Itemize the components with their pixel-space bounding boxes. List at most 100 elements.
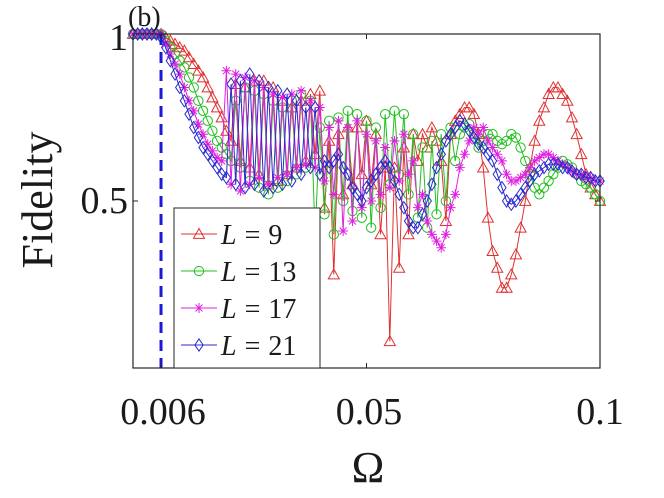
data-point bbox=[322, 134, 336, 146]
data-point bbox=[496, 155, 507, 166]
data-point bbox=[515, 187, 526, 202]
data-point bbox=[202, 147, 213, 162]
data-point bbox=[160, 39, 171, 49]
data-point bbox=[450, 120, 460, 135]
data-point bbox=[459, 149, 470, 160]
data-point bbox=[272, 172, 283, 183]
data-point bbox=[192, 64, 205, 76]
data-point bbox=[196, 70, 210, 83]
data-point bbox=[230, 69, 241, 80]
data-point bbox=[338, 226, 349, 237]
data-point bbox=[385, 160, 395, 175]
data-point bbox=[509, 247, 523, 260]
legend-entries: L = 9L = 13L = 17L = 21 bbox=[181, 220, 296, 362]
data-point bbox=[501, 194, 512, 208]
data-point bbox=[416, 127, 429, 140]
data-point bbox=[420, 141, 434, 153]
data-point bbox=[380, 142, 391, 153]
data-point bbox=[319, 176, 330, 186]
data-point bbox=[170, 59, 180, 70]
data-point bbox=[492, 149, 503, 160]
data-point bbox=[529, 167, 540, 182]
data-point bbox=[291, 162, 302, 173]
data-point bbox=[469, 130, 479, 145]
legend-var: L bbox=[220, 220, 237, 251]
data-point bbox=[277, 177, 288, 192]
data-point bbox=[448, 114, 462, 126]
data-point bbox=[282, 87, 292, 102]
data-point bbox=[202, 115, 213, 127]
data-point bbox=[254, 172, 265, 183]
data-point bbox=[515, 142, 526, 153]
data-point bbox=[361, 129, 372, 140]
data-point bbox=[560, 94, 574, 106]
legend-label: L = 9 bbox=[220, 220, 282, 251]
data-point bbox=[366, 174, 376, 188]
data-point bbox=[532, 114, 546, 126]
data-point bbox=[202, 139, 213, 150]
data-point bbox=[221, 170, 232, 185]
data-point bbox=[300, 159, 311, 170]
data-point bbox=[462, 100, 476, 113]
legend-marker bbox=[193, 265, 205, 277]
data-point bbox=[272, 182, 283, 193]
data-point bbox=[501, 169, 512, 180]
data-point bbox=[216, 155, 227, 166]
x-axis-label: Ω bbox=[352, 443, 385, 492]
data-point bbox=[520, 169, 531, 180]
y-tick-label-1: 1 bbox=[109, 17, 128, 59]
data-point bbox=[520, 180, 531, 195]
legend-entry-9: L = 9 bbox=[181, 220, 282, 251]
legend-op: = bbox=[245, 331, 261, 362]
data-point bbox=[198, 140, 208, 155]
data-point bbox=[422, 194, 432, 208]
data-point bbox=[380, 153, 390, 168]
data-point bbox=[417, 207, 428, 222]
x-tick-label-0-05: 0.05 bbox=[336, 391, 403, 433]
data-point bbox=[179, 62, 190, 73]
data-point bbox=[357, 194, 367, 208]
data-point bbox=[392, 261, 406, 273]
data-point bbox=[467, 107, 481, 120]
data-point bbox=[333, 115, 344, 126]
data-point bbox=[352, 187, 362, 202]
legend-op: = bbox=[245, 220, 261, 251]
data-point bbox=[235, 73, 246, 88]
data-point bbox=[426, 229, 437, 240]
data-point bbox=[305, 95, 316, 106]
legend-label: L = 13 bbox=[220, 257, 296, 288]
data-point bbox=[487, 142, 498, 153]
legend-marker bbox=[192, 227, 206, 239]
data-point bbox=[365, 222, 377, 233]
data-point bbox=[207, 125, 218, 137]
data-point bbox=[193, 130, 204, 145]
legend: L = 9L = 13L = 17L = 21 bbox=[173, 207, 321, 369]
data-point bbox=[425, 120, 439, 133]
data-point bbox=[571, 167, 582, 182]
data-point bbox=[562, 160, 573, 175]
data-point bbox=[408, 155, 419, 166]
data-point bbox=[464, 123, 474, 138]
series-21 bbox=[128, 27, 605, 235]
data-point bbox=[142, 27, 152, 41]
data-point bbox=[375, 160, 386, 175]
data-point bbox=[221, 65, 232, 76]
data-point bbox=[332, 127, 345, 140]
data-point bbox=[482, 135, 493, 146]
data-point bbox=[431, 209, 442, 220]
data-point bbox=[210, 100, 224, 113]
data-point bbox=[576, 167, 587, 182]
data-point bbox=[417, 189, 428, 200]
data-point bbox=[453, 107, 467, 120]
data-point bbox=[525, 162, 535, 173]
series-line-21 bbox=[133, 33, 600, 229]
data-point bbox=[226, 77, 236, 92]
data-point bbox=[565, 110, 579, 123]
data-point bbox=[486, 244, 499, 256]
data-point bbox=[518, 194, 532, 206]
data-point bbox=[361, 180, 372, 195]
data-point bbox=[445, 127, 456, 142]
data-point bbox=[417, 142, 428, 153]
data-point bbox=[231, 177, 241, 192]
